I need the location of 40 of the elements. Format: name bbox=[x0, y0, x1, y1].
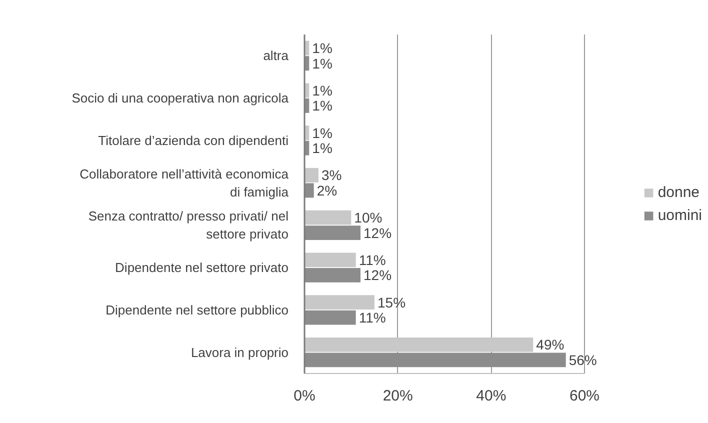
y-tick-label: altra bbox=[263, 48, 290, 64]
bar bbox=[304, 252, 356, 268]
data-label: 10% bbox=[354, 210, 382, 226]
bar bbox=[304, 352, 566, 368]
data-label: 15% bbox=[378, 294, 406, 310]
data-label: 1% bbox=[312, 40, 332, 56]
y-tick-label: Dipendente nel settore privato bbox=[115, 260, 289, 276]
data-label: 11% bbox=[358, 310, 386, 326]
legend-label: donne bbox=[658, 184, 700, 200]
data-label: 1% bbox=[312, 98, 332, 114]
data-label: 1% bbox=[312, 55, 332, 72]
y-tick-label: Dipendente nel settore pubblico bbox=[106, 302, 289, 318]
y-tick-label: Titolare d’azienda con dipendenti bbox=[98, 132, 289, 148]
bar bbox=[304, 310, 356, 325]
bar bbox=[304, 268, 360, 282]
y-tick-label: Lavora in proprio bbox=[190, 344, 289, 360]
x-tick-label: 40% bbox=[476, 388, 506, 404]
x-tick-label: 20% bbox=[382, 388, 413, 404]
bar bbox=[304, 183, 314, 198]
data-label: 11% bbox=[358, 252, 386, 268]
data-label: 2% bbox=[316, 182, 338, 198]
y-tick-label: Senza contratto/ presso privati/ nel settore privato bbox=[88, 208, 289, 242]
data-label: 56% bbox=[568, 352, 597, 368]
bar bbox=[304, 226, 360, 240]
data-label: 3% bbox=[322, 167, 342, 184]
data-label: 12% bbox=[364, 224, 392, 241]
bar bbox=[304, 210, 352, 225]
bar bbox=[304, 295, 374, 310]
data-label: 12% bbox=[364, 267, 392, 284]
data-label: 1% bbox=[312, 124, 332, 141]
data-label: 1% bbox=[312, 140, 332, 156]
bar bbox=[304, 168, 318, 182]
x-tick-label: 60% bbox=[569, 388, 600, 404]
bar bbox=[304, 337, 534, 352]
y-tick-label: Socio di una cooperativa non agricola bbox=[72, 90, 290, 106]
y-tick-label: Collaboratore nell’attività economica di famiglia bbox=[80, 166, 290, 200]
data-label: 1% bbox=[312, 82, 332, 98]
x-tick-label: 0% bbox=[294, 388, 316, 404]
data-label: 49% bbox=[536, 336, 564, 353]
legend-label: uomini bbox=[658, 206, 702, 224]
